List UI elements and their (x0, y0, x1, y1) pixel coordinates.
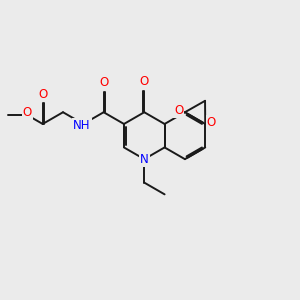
Text: O: O (99, 76, 108, 89)
Text: O: O (38, 88, 47, 100)
Text: N: N (140, 153, 149, 166)
Text: O: O (207, 116, 216, 129)
Text: O: O (140, 75, 149, 88)
Text: O: O (174, 104, 184, 117)
Text: NH: NH (73, 119, 91, 132)
Text: O: O (22, 106, 32, 119)
